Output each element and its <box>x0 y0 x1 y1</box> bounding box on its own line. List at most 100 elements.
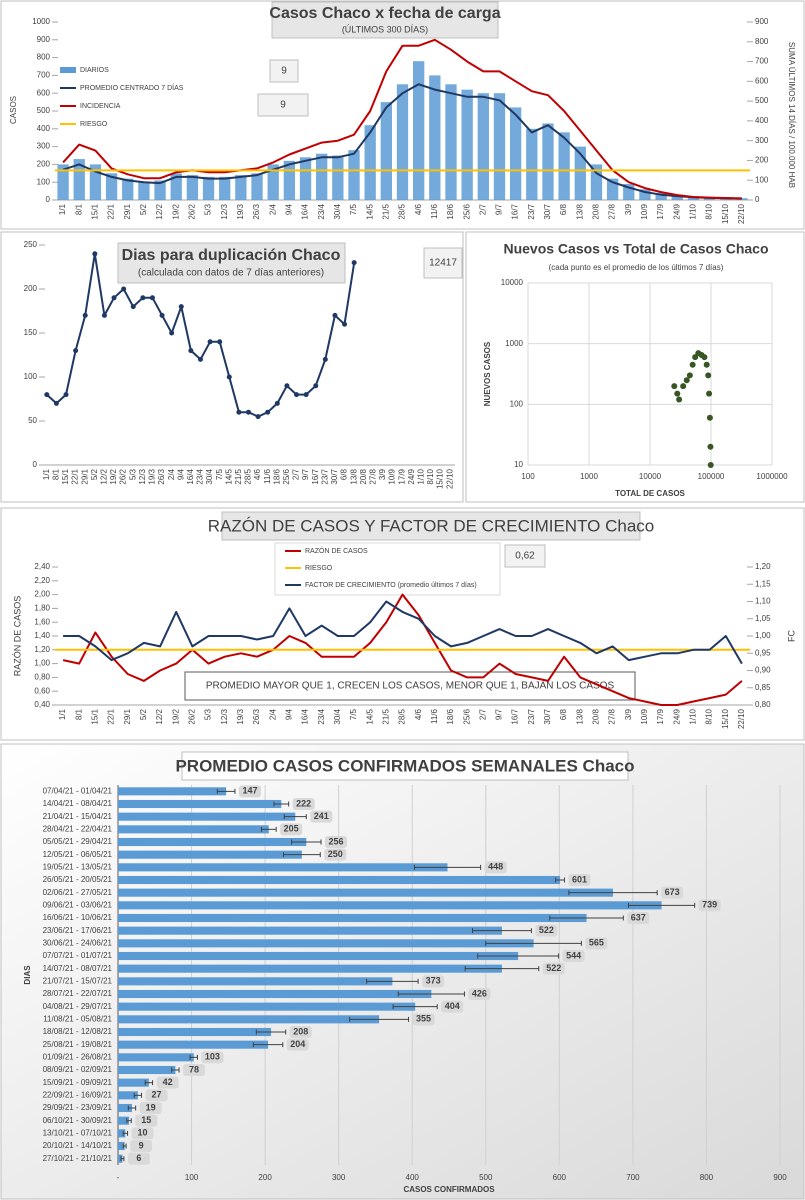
x-tick-label: 12/3 <box>220 708 229 724</box>
value-label-box <box>484 861 507 874</box>
x-tick-label: 4/6 <box>253 468 262 480</box>
x-tick-label: 2/4 <box>268 708 277 720</box>
bar <box>348 150 360 200</box>
bar <box>671 194 683 200</box>
value-label-box <box>542 962 565 975</box>
chart-subtitle: (calculada con datos de 7 días anteriore… <box>138 268 324 279</box>
legend-label: DIARIOS <box>80 67 109 74</box>
bar <box>118 1116 130 1125</box>
x-tick-label: 11/6 <box>430 203 439 219</box>
bar <box>413 61 425 200</box>
point <box>707 462 714 468</box>
x-tick-label: 18/6 <box>446 708 455 724</box>
x-tick-label: 12/2 <box>100 468 109 484</box>
x-tick-label: 12/3 <box>138 468 147 484</box>
y-tick-label: 04/08/21 - 29/07/21 <box>43 1002 113 1011</box>
y-tick-label: 02/06/21 - 27/05/21 <box>43 888 113 897</box>
y-tick-label: 1,00 <box>34 659 50 668</box>
y2-tick-label: 1,20 <box>755 562 771 571</box>
y2-tick-label: 0,80 <box>755 700 771 709</box>
x-tick-label: 19/2 <box>109 468 118 484</box>
value-label-box <box>324 848 347 861</box>
point <box>217 339 223 345</box>
x-tick-label: 2/4 <box>268 203 277 215</box>
y-tick-label: 13/10/21 - 07/10/21 <box>43 1128 113 1137</box>
y2-tick-label: 500 <box>755 96 769 105</box>
x-tick-label: 24/9 <box>407 468 416 484</box>
x-tick-label: 23/4 <box>317 203 326 219</box>
value-label: 565 <box>589 938 604 948</box>
x-tick-label: 100 <box>521 472 535 481</box>
point <box>706 390 713 397</box>
x-tick-label: 15/10 <box>436 468 445 489</box>
y-tick-label: 29/09/21 - 23/09/21 <box>43 1103 113 1112</box>
x-tick-label: 300 <box>332 1173 346 1182</box>
x-tick-label: 22/1 <box>71 468 80 484</box>
bar <box>332 155 344 200</box>
x-tick-label: 20/8 <box>592 708 601 724</box>
bar <box>590 164 603 200</box>
y-tick-label: 900 <box>37 35 51 44</box>
value-label: 355 <box>416 1014 431 1024</box>
y-tick-label: 22/09/21 - 16/09/21 <box>43 1090 113 1099</box>
y2-tick-label: 1,10 <box>755 597 771 606</box>
x-tick-label: 27/8 <box>368 468 377 484</box>
bar <box>118 799 282 809</box>
chart-title: Nuevos Casos vs Total de Casos Chaco <box>503 241 768 257</box>
x-tick-label: 26/2 <box>119 468 128 484</box>
x-tick-label: 15/10 <box>721 708 730 729</box>
point <box>159 312 165 318</box>
y-tick-label: 100 <box>510 399 524 408</box>
x-tick-label: 4/6 <box>414 203 423 215</box>
x-tick-label: 8/1 <box>74 708 83 720</box>
y-tick-label: 21/07/21 - 15/07/21 <box>43 976 113 985</box>
x-tick-label: 25/6 <box>282 468 291 484</box>
annotation-box <box>504 544 546 568</box>
point <box>246 409 251 415</box>
bar <box>364 125 376 200</box>
value-label-box <box>286 1038 309 1051</box>
x-axis-label: TOTAL DE CASOS <box>615 489 685 498</box>
value-label: 27 <box>152 1090 162 1100</box>
y-tick-label: 2,40 <box>34 562 50 571</box>
x-tick-label: 2/7 <box>292 468 301 480</box>
y2-tick-label: 0,95 <box>755 648 771 657</box>
y2-tick-label: 0 <box>755 195 760 204</box>
value-label: 6 <box>136 1153 141 1163</box>
point <box>351 260 357 266</box>
bar <box>493 93 506 200</box>
x-tick-label: 9/7 <box>495 708 504 720</box>
point <box>294 392 300 398</box>
y-axis-label: DIAS <box>23 965 32 985</box>
x-tick-label: 20/8 <box>592 203 601 219</box>
bar <box>118 1078 149 1087</box>
point <box>44 392 50 398</box>
bar <box>396 84 409 200</box>
x-tick-label: 15/1 <box>91 708 100 724</box>
x-tick-label: 14/5 <box>365 203 374 219</box>
x-tick-label: 2/7 <box>478 203 487 215</box>
value-label-box <box>310 810 333 823</box>
y-tick-label: 0,40 <box>34 700 50 709</box>
value-label: 204 <box>290 1039 305 1049</box>
point <box>53 400 59 406</box>
value-label-box <box>441 1000 464 1013</box>
x-tick-label: 16/7 <box>311 468 320 484</box>
point <box>674 390 681 397</box>
value-label-box <box>698 899 721 912</box>
y-tick-label: 14/04/21 - 08/04/21 <box>43 799 113 808</box>
y2-tick-label: 1,05 <box>755 614 771 623</box>
point <box>322 356 328 362</box>
point <box>140 295 146 301</box>
point <box>82 312 88 318</box>
y2-tick-label: 700 <box>755 57 769 66</box>
x-tick-label: 27/8 <box>608 708 617 724</box>
y-tick-label: 07/04/21 - 01/04/21 <box>43 786 113 795</box>
x-tick-label: 16/4 <box>301 708 310 724</box>
bar <box>219 176 231 200</box>
bar <box>118 888 614 897</box>
bar <box>118 1091 138 1100</box>
y-tick-label: 01/09/21 - 26/08/21 <box>43 1052 113 1061</box>
x-tick-label: 17/9 <box>656 708 665 724</box>
annotation-box <box>257 93 309 117</box>
